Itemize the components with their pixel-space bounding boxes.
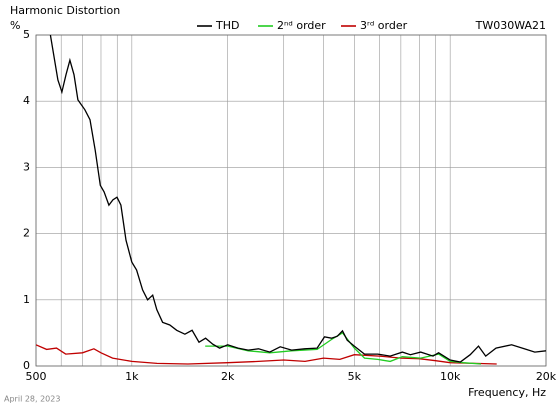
series-line <box>49 35 546 363</box>
y-tick-label: 0 <box>23 359 30 372</box>
x-tick-label: 1k <box>125 370 139 383</box>
date-label: April 28, 2023 <box>4 395 60 404</box>
legend-label: 3ʳᵈ order <box>360 19 408 32</box>
series-line <box>205 332 482 365</box>
y-tick-label: 1 <box>23 293 30 306</box>
x-axis-label: Frequency, Hz <box>468 386 546 399</box>
x-tick-label: 10k <box>440 370 461 383</box>
legend-label: 2ⁿᵈ order <box>277 19 326 32</box>
x-tick-label: 5k <box>348 370 362 383</box>
y-tick-label: 4 <box>23 94 30 107</box>
y-tick-label: 3 <box>23 160 30 173</box>
plot-area <box>36 35 546 365</box>
chart-title: Harmonic Distortion <box>10 4 120 17</box>
series-line <box>36 344 497 365</box>
model-label: TW030WA21 <box>475 19 546 32</box>
y-tick-label: 2 <box>23 227 30 240</box>
x-tick-label: 20k <box>536 370 557 383</box>
y-axis-label: % <box>10 19 20 32</box>
x-tick-label: 500 <box>26 370 47 383</box>
x-tick-label: 2k <box>221 370 235 383</box>
y-tick-label: 5 <box>23 28 30 41</box>
legend-label: THD <box>215 19 239 32</box>
plot-frame <box>35 34 547 367</box>
